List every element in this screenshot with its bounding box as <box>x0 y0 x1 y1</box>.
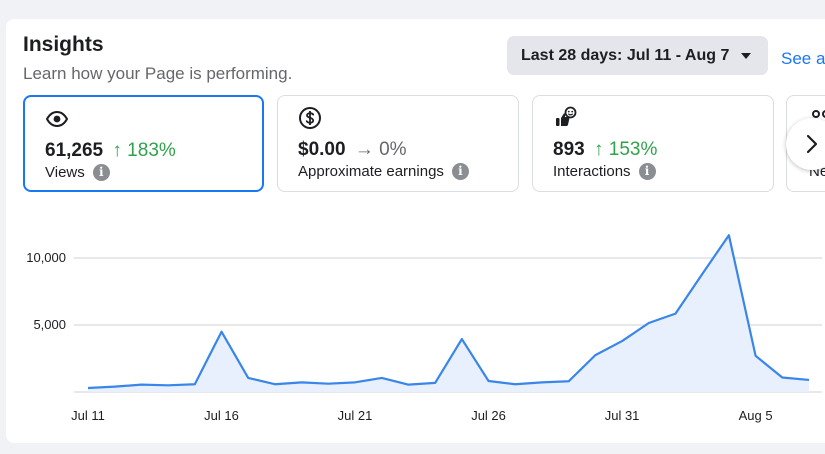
date-range-label: Last 28 days: Jul 11 - Aug 7 <box>521 46 730 64</box>
metric-change: ↑ 153% <box>593 139 658 160</box>
page-title: Insights <box>23 33 104 56</box>
metric-label-row: Approximate earnings i <box>298 163 469 180</box>
x-tick-label: Jul 26 <box>471 408 506 423</box>
metric-label-row: Interactions i <box>553 163 656 180</box>
x-tick-label: Aug 5 <box>739 408 773 423</box>
chevron-right-icon <box>806 134 818 154</box>
x-tick-label: Jul 31 <box>605 408 640 423</box>
info-icon[interactable]: i <box>638 163 656 180</box>
y-tick-label: 10,000 <box>26 250 66 265</box>
reactions-icon <box>556 106 577 126</box>
metric-value-row: 893 ↑ 153% <box>553 139 657 161</box>
series-area <box>88 235 809 392</box>
metric-value-row: 61,265 ↑ 183% <box>45 140 176 162</box>
metric-value: 893 <box>553 139 585 160</box>
metric-card-views[interactable]: 61,265 ↑ 183% Views i <box>23 95 264 192</box>
metric-value: 61,265 <box>45 140 104 161</box>
next-metrics-button[interactable] <box>786 118 825 170</box>
info-icon[interactable]: i <box>92 164 110 181</box>
metric-value: $0.00 <box>298 139 346 160</box>
eye-icon <box>45 110 69 128</box>
caret-down-icon <box>741 52 752 59</box>
metric-label-row: Views i <box>45 164 110 181</box>
series-line <box>87 234 810 390</box>
metric-card-interactions[interactable]: 893 ↑ 153% Interactions i <box>532 95 774 192</box>
x-tick-label: Jul 16 <box>204 408 239 423</box>
metric-label: Views <box>45 164 85 181</box>
page-subtitle: Learn how your Page is performing. <box>23 64 293 83</box>
dollar-icon <box>299 107 321 129</box>
see-all-link[interactable]: See a <box>781 49 825 68</box>
metric-change: ↑ 183% <box>112 140 176 161</box>
date-range-dropdown[interactable]: Last 28 days: Jul 11 - Aug 7 <box>507 36 768 75</box>
info-icon[interactable]: i <box>451 163 469 180</box>
metric-change: → 0% <box>354 139 407 160</box>
metric-card-earnings[interactable]: $0.00 → 0% Approximate earnings i <box>277 95 519 192</box>
x-tick-label: Jul 21 <box>338 408 373 423</box>
x-tick-label: Jul 11 <box>71 408 105 423</box>
metric-value-row: $0.00 → 0% <box>298 139 407 161</box>
y-tick-label: 5,000 <box>33 317 66 332</box>
people-icon <box>812 110 825 118</box>
metric-label: Interactions <box>553 163 631 180</box>
metric-label: Approximate earnings <box>298 163 444 180</box>
